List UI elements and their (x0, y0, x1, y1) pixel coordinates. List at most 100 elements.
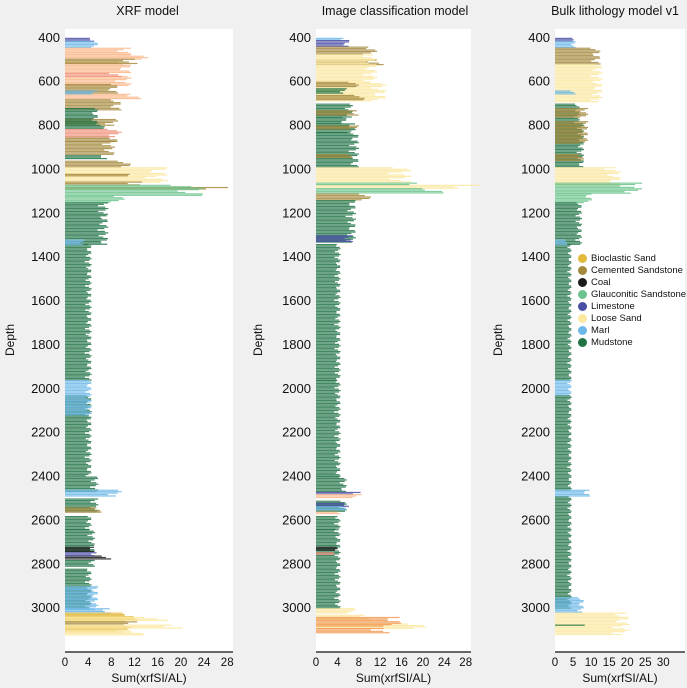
bar-peach (65, 53, 132, 55)
bar-mudstone (316, 106, 351, 108)
bar-salmon (65, 74, 119, 76)
bar-mudstone (316, 266, 341, 268)
bar-marl (65, 43, 98, 46)
bar-mudstone (65, 521, 87, 523)
bar-mudstone (316, 312, 337, 314)
bar-cemented-sandstone (555, 128, 587, 130)
y-tick-label: 600 (38, 74, 60, 89)
bar-mudstone (65, 564, 94, 566)
bar-mudstone (316, 503, 347, 505)
legend-item[interactable]: Coal (578, 276, 686, 288)
bar-loose-sand (316, 171, 402, 173)
bar-marl (65, 46, 92, 48)
bar-mudstone (555, 501, 568, 504)
bar-mudstone (316, 127, 355, 129)
bar-cemented-sandstone (65, 142, 111, 144)
legend-item[interactable]: Cemented Sandstone (578, 264, 686, 276)
bar-mudstone (65, 315, 87, 317)
y-axis-label: Depth (491, 324, 505, 356)
bar-cemented-sandstone (65, 150, 109, 153)
legend-item[interactable]: Mudstone (578, 336, 686, 348)
bar-mudstone (316, 517, 336, 519)
bar-mudstone (316, 143, 355, 145)
bar-mudstone (555, 465, 571, 467)
bar-cemented-sandstone (555, 129, 583, 131)
bar-mudstone (316, 579, 335, 581)
bar-mudstone (555, 567, 570, 569)
bar-mudstone (555, 594, 571, 596)
bar-cemented-sandstone (65, 99, 111, 101)
bar-mudstone (316, 348, 335, 350)
bar-cemented-sandstone (65, 100, 114, 102)
bar-mudstone (316, 255, 339, 257)
bar-mudstone (555, 426, 572, 428)
bar-mudstone (555, 205, 582, 207)
bar-marl (555, 495, 591, 497)
bar-mudstone (555, 544, 569, 546)
bar-mudstone (555, 460, 569, 463)
bar-mudstone (316, 412, 339, 414)
bar-mudstone (316, 564, 341, 566)
bar-mudstone (316, 340, 338, 343)
bar-mudstone (65, 202, 109, 204)
bar-mudstone (555, 566, 572, 568)
bar-loose-sand (316, 172, 389, 175)
bar-mudstone (65, 217, 102, 220)
bar-mudstone (555, 246, 568, 249)
bar-mudstone (65, 293, 92, 296)
bar-mudstone (316, 464, 340, 466)
bar-cemented-sandstone (555, 109, 585, 111)
bar-orange (316, 632, 390, 634)
legend-item[interactable]: Bioclastic Sand (578, 252, 686, 264)
bar-mudstone (65, 122, 99, 124)
bar-mudstone (555, 440, 570, 443)
legend-item[interactable]: Loose Sand (578, 312, 686, 324)
legend-item[interactable]: Glauconitic Sandstone (578, 288, 686, 300)
bar-mudstone (65, 229, 98, 231)
bar-mudstone (65, 525, 90, 528)
bar-mudstone (65, 453, 92, 455)
bar-mudstone (555, 529, 572, 531)
bar-cemented-sandstone (316, 199, 362, 201)
bar-mudstone (316, 89, 345, 91)
bar-mudstone (316, 150, 349, 152)
bar-mudstone (316, 139, 352, 141)
bar-mudstone (316, 133, 354, 135)
bar-marl (65, 42, 98, 44)
bar-mudstone (65, 343, 92, 345)
bar-mudstone (65, 366, 91, 368)
bar-loose-sand (316, 178, 390, 180)
bar-mudstone (65, 302, 89, 304)
bar-mudstone (555, 303, 572, 306)
bar-mudstone (316, 487, 342, 490)
bar-salmon (65, 128, 108, 131)
bar-mudstone (65, 110, 98, 113)
bar-loose-sand (316, 616, 360, 618)
bar-cemented-sandstone (65, 103, 121, 105)
bar-marl (65, 593, 98, 595)
bar-cemented-sandstone (65, 89, 109, 91)
bar-mudstone (555, 436, 569, 438)
bar-mudstone (65, 504, 99, 506)
bar-mudstone (316, 319, 340, 321)
legend-item[interactable]: Marl (578, 324, 686, 336)
bar-bioclastic-sand (65, 620, 126, 622)
bar-loose-sand (316, 180, 401, 182)
bar-peach (316, 496, 353, 499)
bar-mudstone (65, 269, 92, 271)
bar-mudstone (316, 276, 339, 278)
bar-mudstone (555, 153, 582, 155)
bar-mudstone (316, 468, 341, 470)
bar-mudstone (316, 389, 341, 392)
bar-mudstone (555, 147, 583, 149)
legend-item[interactable]: Limestone (578, 300, 686, 312)
bar-mudstone (316, 288, 337, 290)
bar-mudstone (555, 472, 569, 474)
bar-mudstone (316, 587, 341, 589)
y-tick-label: 1600 (521, 293, 550, 308)
bar-mudstone (65, 582, 90, 585)
bar-mudstone (316, 160, 359, 162)
bar-mudstone (316, 539, 341, 541)
bar-cemented-sandstone (555, 54, 594, 56)
bar-mudstone (555, 157, 578, 159)
